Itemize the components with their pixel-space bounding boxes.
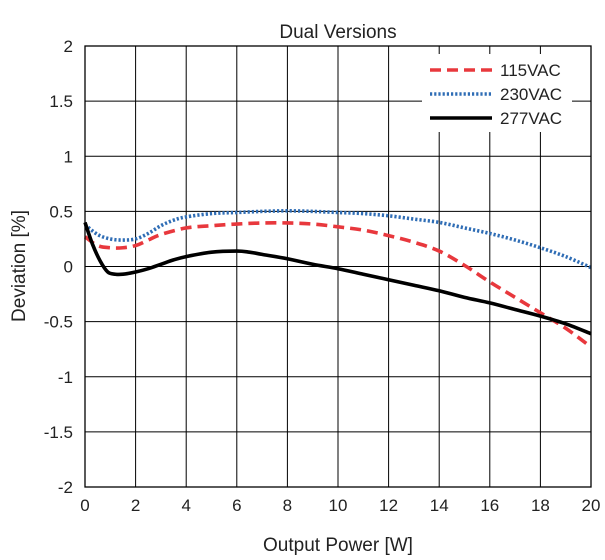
series-lines xyxy=(83,209,593,349)
y-axis-label: Deviation [%] xyxy=(9,210,30,322)
y-tick-label: 2 xyxy=(64,37,73,56)
x-tick-label: 8 xyxy=(283,496,292,515)
x-tick-label: 16 xyxy=(480,496,499,515)
plot-frame xyxy=(84,45,592,488)
x-tick-label: 2 xyxy=(131,496,140,515)
legend-label-115vac: 115VAC xyxy=(500,61,561,80)
legend-label-277vac: 277VAC xyxy=(500,109,562,128)
series-line-230vac xyxy=(83,209,592,270)
y-tick-label: 0 xyxy=(64,258,73,277)
tick-labels: 0 2 4 6 8 10 12 14 16 18 20 -2 -1.5 -1 -0.5 0 0.5 1 1.5 2 xyxy=(44,37,601,515)
x-tick-label: 14 xyxy=(430,496,449,515)
x-tick-label: 18 xyxy=(531,496,550,515)
y-tick-label: 1 xyxy=(64,147,73,166)
x-axis-label: Output Power [W] xyxy=(263,535,413,556)
series-line-115vac xyxy=(83,221,593,349)
chart-title: Dual Versions xyxy=(279,22,396,43)
series-line-277vac xyxy=(83,221,592,336)
legend: 115VAC 230VAC 277VAC xyxy=(422,54,572,132)
y-tick-label: -1 xyxy=(58,368,73,387)
y-tick-label: -2 xyxy=(58,478,73,497)
x-tick-label: 4 xyxy=(181,496,190,515)
y-tick-label: -1.5 xyxy=(44,423,73,442)
legend-label-230vac: 230VAC xyxy=(500,85,562,104)
x-tick-label: 12 xyxy=(379,496,398,515)
x-tick-label: 6 xyxy=(232,496,241,515)
x-tick-label: 0 xyxy=(80,496,89,515)
y-tick-label: -0.5 xyxy=(44,313,73,332)
y-tick-label: 1.5 xyxy=(49,92,73,111)
x-tick-label: 10 xyxy=(329,496,348,515)
y-tick-label: 0.5 xyxy=(49,202,73,221)
x-tick-label: 20 xyxy=(582,496,601,515)
